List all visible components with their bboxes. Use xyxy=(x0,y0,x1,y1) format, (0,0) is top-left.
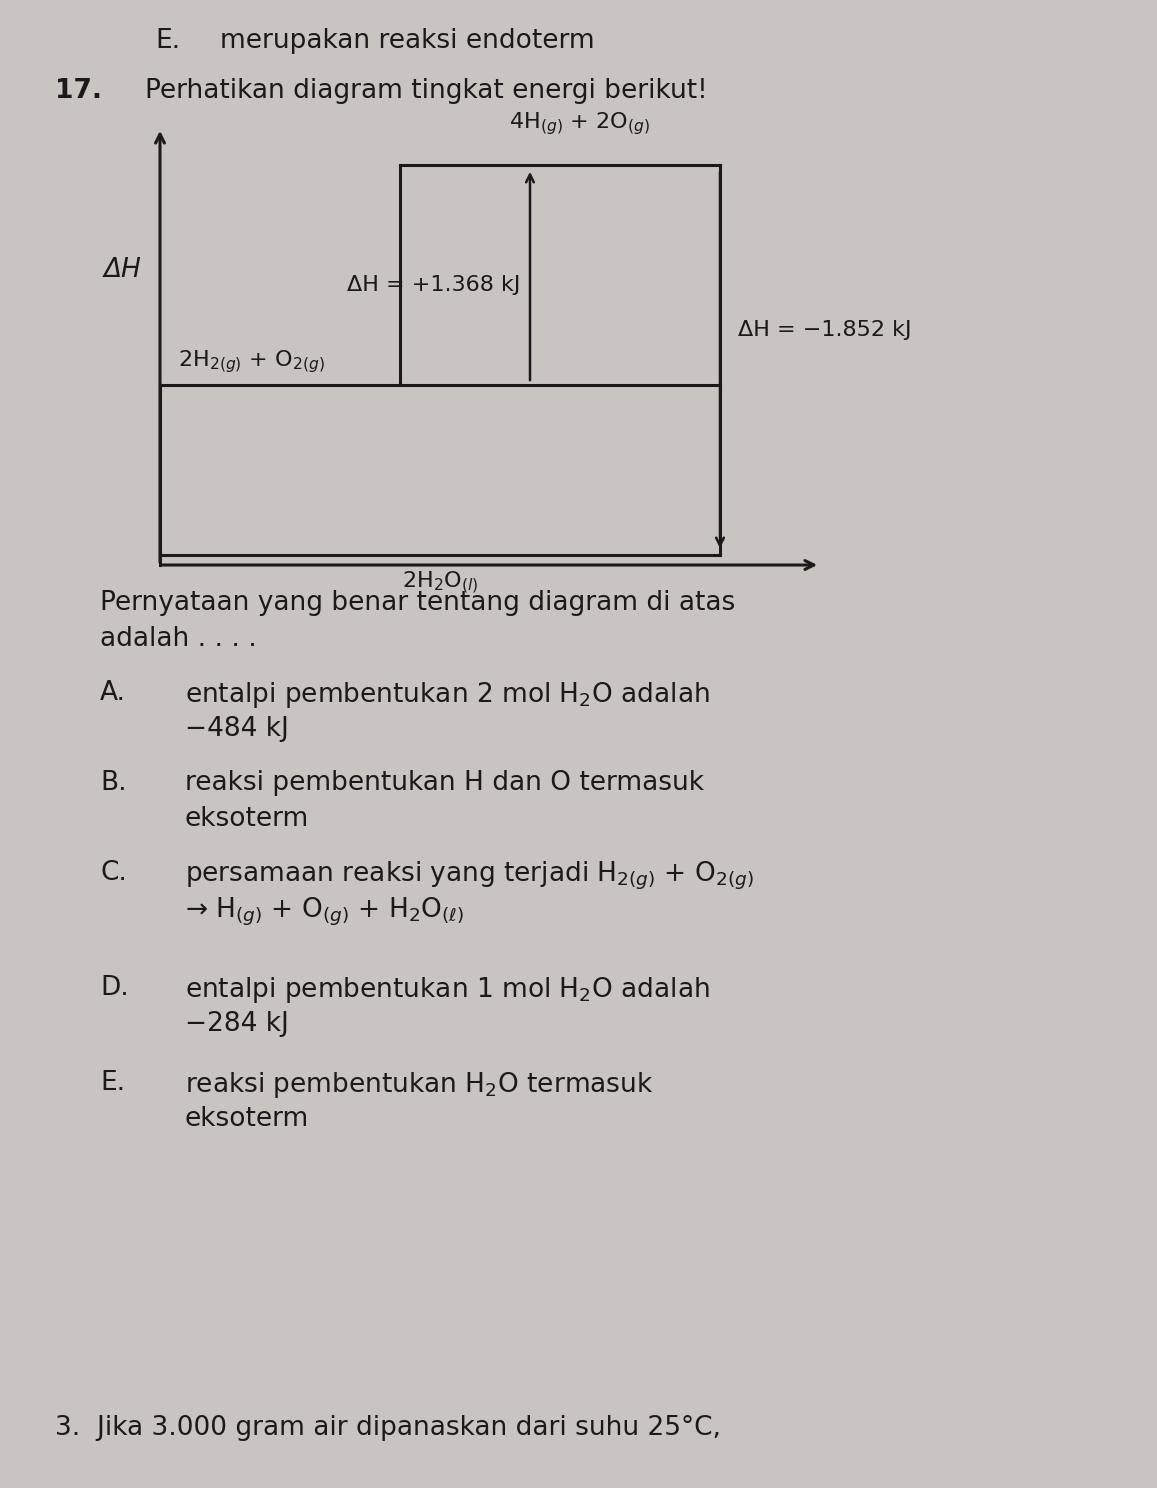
Text: 4H$_{(g)}$ + 2O$_{(g)}$: 4H$_{(g)}$ + 2O$_{(g)}$ xyxy=(509,110,650,137)
Text: reaksi pembentukan H$_2$O termasuk: reaksi pembentukan H$_2$O termasuk xyxy=(185,1070,654,1100)
Text: merupakan reaksi endoterm: merupakan reaksi endoterm xyxy=(220,28,595,54)
Text: eksoterm: eksoterm xyxy=(185,806,309,832)
Text: 3.  Jika 3.000 gram air dipanaskan dari suhu 25°C,: 3. Jika 3.000 gram air dipanaskan dari s… xyxy=(56,1415,721,1440)
Text: E.: E. xyxy=(155,28,180,54)
Text: Pernyataan yang benar tentang diagram di atas: Pernyataan yang benar tentang diagram di… xyxy=(100,591,735,616)
Text: D.: D. xyxy=(100,975,128,1001)
Text: B.: B. xyxy=(100,769,126,796)
Text: 2H$_2$O$_{(l)}$: 2H$_2$O$_{(l)}$ xyxy=(401,570,478,597)
Text: Perhatikan diagram tingkat energi berikut!: Perhatikan diagram tingkat energi beriku… xyxy=(145,77,708,104)
Text: −484 kJ: −484 kJ xyxy=(185,716,289,743)
Text: 2H$_{2(g)}$ + O$_{2(g)}$: 2H$_{2(g)}$ + O$_{2(g)}$ xyxy=(178,348,325,375)
Text: adalah . . . .: adalah . . . . xyxy=(100,626,257,652)
Text: reaksi pembentukan H dan O termasuk: reaksi pembentukan H dan O termasuk xyxy=(185,769,703,796)
Text: C.: C. xyxy=(100,860,127,885)
Text: ΔH = +1.368 kJ: ΔH = +1.368 kJ xyxy=(347,275,519,295)
Text: persamaan reaksi yang terjadi H$_{2(g)}$ + O$_{2(g)}$: persamaan reaksi yang terjadi H$_{2(g)}$… xyxy=(185,860,753,893)
Text: −284 kJ: −284 kJ xyxy=(185,1010,289,1037)
Text: ΔH = −1.852 kJ: ΔH = −1.852 kJ xyxy=(738,320,912,339)
Text: → H$_{(g)}$ + O$_{(g)}$ + H$_2$O$_{(\ell)}$: → H$_{(g)}$ + O$_{(g)}$ + H$_2$O$_{(\ell… xyxy=(185,896,464,929)
Text: eksoterm: eksoterm xyxy=(185,1106,309,1132)
Text: entalpi pembentukan 2 mol H$_2$O adalah: entalpi pembentukan 2 mol H$_2$O adalah xyxy=(185,680,709,710)
Text: entalpi pembentukan 1 mol H$_2$O adalah: entalpi pembentukan 1 mol H$_2$O adalah xyxy=(185,975,709,1004)
Text: 17.: 17. xyxy=(56,77,102,104)
Text: ΔH: ΔH xyxy=(104,257,142,283)
Text: A.: A. xyxy=(100,680,126,705)
Text: E.: E. xyxy=(100,1070,125,1097)
